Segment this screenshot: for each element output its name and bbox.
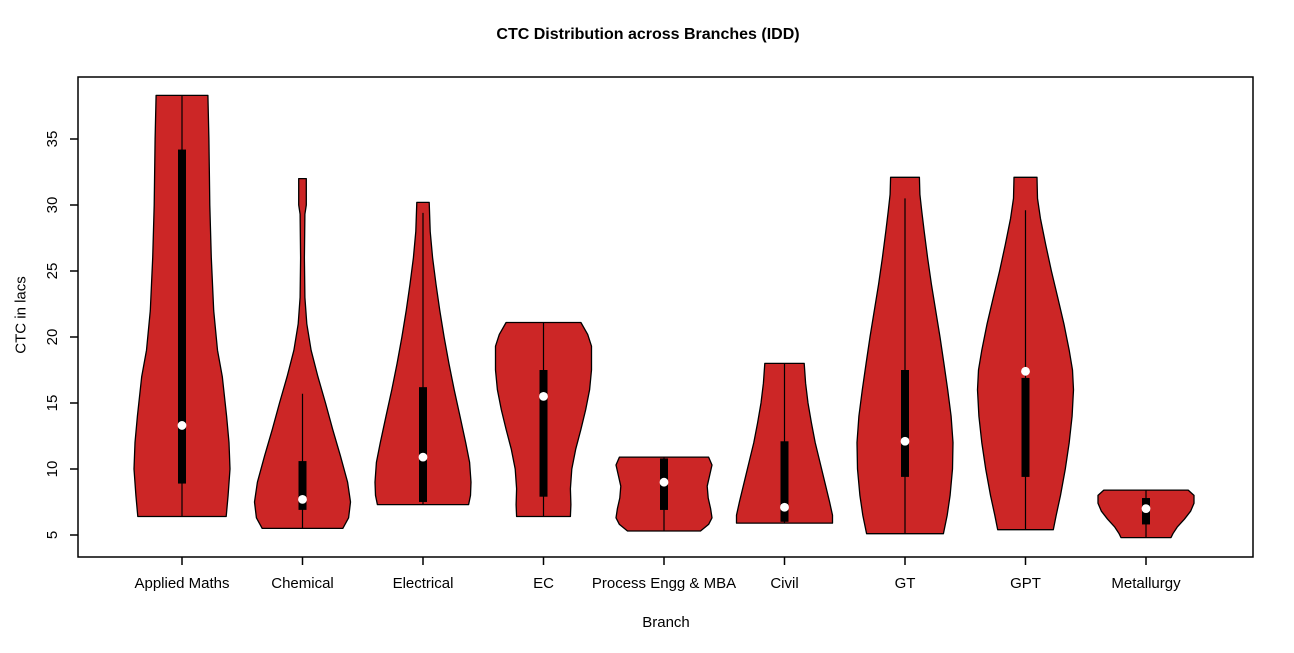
y-tick-label: 15 <box>44 395 61 412</box>
iqr-box <box>298 461 307 510</box>
iqr-box <box>901 370 909 477</box>
x-axis-label: Branch <box>642 614 690 631</box>
y-tick-label: 5 <box>44 531 61 539</box>
violin-applied-maths <box>133 94 231 518</box>
y-tick-label: 20 <box>44 329 61 346</box>
x-tick-label-metallurgy: Metallurgy <box>1111 575 1181 592</box>
iqr-box <box>780 441 789 522</box>
violin-shape <box>253 177 352 530</box>
median-dot <box>539 392 548 401</box>
violin-process-engg-mba <box>615 456 713 532</box>
violin-electrical <box>374 201 472 506</box>
violin-gt <box>856 176 954 535</box>
iqr-box <box>1021 377 1030 477</box>
median-dot <box>418 452 428 462</box>
median-dot <box>1021 366 1030 376</box>
y-tick-label: 35 <box>44 131 61 148</box>
x-tick-label-gpt: GPT <box>1010 575 1041 592</box>
x-tick-label-ec: EC <box>533 575 554 592</box>
y-tick-label: 25 <box>44 263 61 280</box>
median-dot <box>177 421 187 430</box>
x-tick-label-electrical: Electrical <box>393 575 454 592</box>
x-tick-label-chemical: Chemical <box>271 575 334 592</box>
plot-frame <box>77 76 1254 558</box>
chart-title: CTC Distribution across Branches (IDD) <box>496 26 800 43</box>
median-dot <box>900 436 910 446</box>
y-tick-label: 30 <box>44 197 61 214</box>
median-dot <box>1141 504 1151 513</box>
iqr-box <box>419 387 427 502</box>
median-dot <box>780 502 789 512</box>
x-tick-label-gt: GT <box>895 575 916 592</box>
violin-chemical <box>253 177 352 530</box>
median-dot <box>659 477 669 487</box>
violin-gpt <box>976 176 1075 531</box>
median-dot <box>298 494 307 504</box>
x-tick-label-applied-maths: Applied Maths <box>134 575 229 592</box>
x-tick-label-civil: Civil <box>770 575 798 592</box>
iqr-box <box>178 149 186 484</box>
y-tick-label: 10 <box>44 461 61 478</box>
violin-civil <box>735 362 834 524</box>
violin-metallurgy <box>1097 489 1195 539</box>
x-tick-label-process-engg-mba: Process Engg & MBA <box>592 575 736 592</box>
iqr-box <box>539 370 548 497</box>
violin-ec <box>494 321 593 518</box>
